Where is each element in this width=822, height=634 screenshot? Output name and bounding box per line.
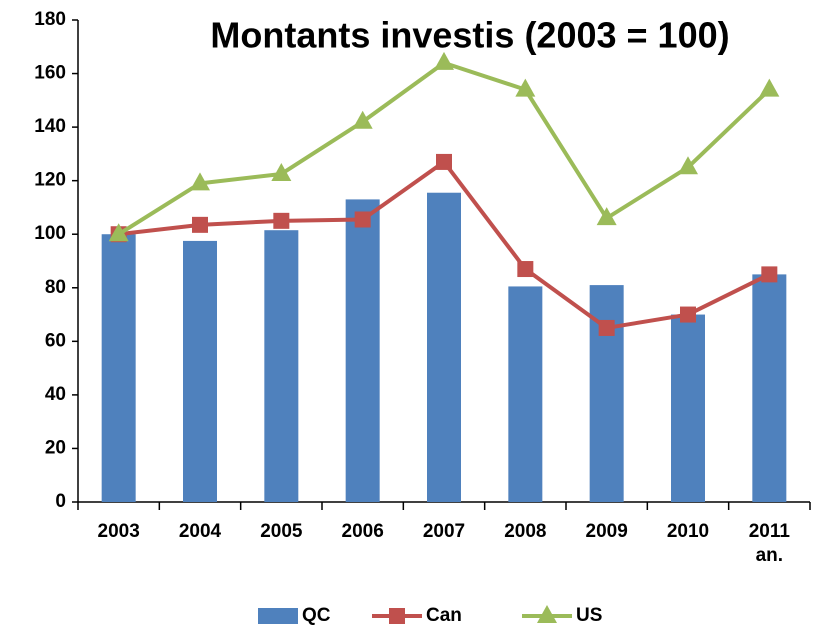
line-marker xyxy=(354,211,371,228)
y-tick-label: 120 xyxy=(34,170,66,191)
legend-swatch xyxy=(258,608,298,624)
y-tick-label: 40 xyxy=(45,384,66,405)
line-marker xyxy=(759,78,780,97)
x-tick-label: 2003 xyxy=(98,521,140,542)
line-marker xyxy=(761,266,778,283)
bar xyxy=(345,199,380,502)
line-marker xyxy=(680,306,696,323)
x-tick-label: 2011 an. xyxy=(749,521,791,566)
line-marker xyxy=(190,172,210,191)
y-tick-label: 100 xyxy=(34,223,66,244)
line-marker xyxy=(434,51,454,70)
bar xyxy=(427,192,461,502)
x-tick-label: 2009 xyxy=(586,521,628,542)
bar xyxy=(671,314,705,502)
legend-marker xyxy=(389,608,405,624)
x-tick-label: 2005 xyxy=(260,521,303,542)
bar xyxy=(183,240,217,502)
line-marker xyxy=(108,223,129,242)
x-tick-label: 2007 xyxy=(423,521,465,542)
line-marker xyxy=(273,212,290,229)
legend-label: US xyxy=(576,605,602,626)
y-tick-label: 180 xyxy=(34,9,66,30)
y-tick-label: 0 xyxy=(55,491,66,512)
line-marker xyxy=(271,162,292,181)
bar xyxy=(264,230,299,502)
x-tick-label: 2006 xyxy=(342,521,384,542)
line-marker xyxy=(517,261,534,278)
line-marker xyxy=(192,216,208,233)
legend-label: QC xyxy=(302,605,331,626)
legend-label: Can xyxy=(426,605,462,626)
bar xyxy=(508,286,543,502)
y-tick-label: 80 xyxy=(45,277,66,298)
line-marker xyxy=(596,207,617,226)
legend-marker xyxy=(537,605,557,623)
bar xyxy=(752,274,787,502)
x-tick-label: 2008 xyxy=(504,521,546,542)
line-marker xyxy=(515,78,536,97)
y-tick-label: 160 xyxy=(34,63,66,84)
y-tick-label: 60 xyxy=(45,330,66,351)
bar xyxy=(101,234,136,502)
line-marker xyxy=(436,153,452,170)
line-marker xyxy=(352,110,373,129)
line-marker xyxy=(678,156,698,175)
y-tick-label: 20 xyxy=(45,437,66,458)
chart-title: Montants investis (2003 = 100) xyxy=(210,15,729,56)
x-tick-label: 2004 xyxy=(179,521,222,542)
line-marker xyxy=(598,319,615,336)
y-tick-label: 140 xyxy=(34,116,66,137)
x-tick-label: 2010 xyxy=(667,521,709,542)
